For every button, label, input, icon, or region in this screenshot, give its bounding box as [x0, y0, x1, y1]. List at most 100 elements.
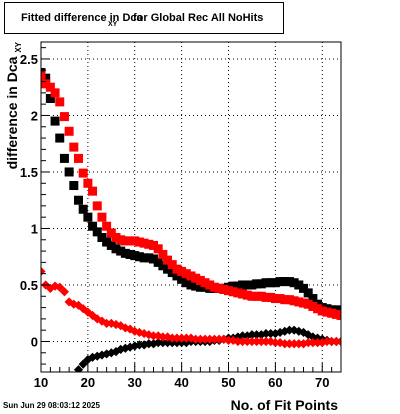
data-point: [172, 333, 182, 343]
data-point: [92, 314, 102, 324]
data-point: [336, 336, 341, 347]
data-point: [186, 271, 196, 281]
timestamp: Sun Jun 29 08:03:12 2025: [3, 401, 100, 410]
data-point: [50, 88, 60, 98]
data-point: [97, 316, 107, 326]
data-point: [280, 339, 290, 349]
y-tick-label: 1: [31, 221, 38, 236]
data-point: [106, 348, 116, 358]
data-point: [233, 336, 243, 347]
data-point: [50, 281, 60, 291]
data-point: [205, 334, 215, 344]
data-point: [237, 336, 248, 347]
title-box: Fitted difference in Dca XY for Global R…: [4, 2, 284, 34]
x-tick-label: 20: [81, 375, 95, 390]
data-point: [153, 257, 163, 267]
data-point: [102, 349, 112, 359]
data-point: [270, 294, 280, 304]
data-point: [200, 282, 210, 292]
data-point: [228, 287, 238, 297]
data-point: [327, 308, 337, 318]
data-point: [261, 278, 271, 288]
data-point: [195, 282, 205, 292]
data-point: [294, 297, 304, 307]
data-point: [209, 282, 219, 292]
data-point: [327, 336, 337, 347]
data-point: [158, 249, 168, 259]
data-point: [191, 281, 201, 291]
series-1: [41, 71, 341, 320]
data-point: [270, 338, 280, 348]
data-point: [228, 281, 238, 291]
data-point: [270, 278, 280, 288]
data-point: [247, 336, 257, 347]
x-tick-label: 30: [128, 375, 142, 390]
data-point: [167, 260, 177, 270]
x-tick-label: 70: [315, 375, 329, 390]
data-point: [73, 300, 84, 310]
data-point: [69, 142, 79, 152]
y-tick-label: 2: [31, 108, 38, 123]
data-point: [134, 327, 145, 338]
data-point: [247, 330, 257, 340]
y-axis-title-subscript: XY: [14, 41, 23, 52]
x-tick-label: 40: [174, 375, 188, 390]
data-point: [92, 351, 102, 361]
data-point: [74, 195, 83, 205]
data-point: [74, 153, 83, 163]
data-point: [181, 333, 191, 343]
data-point: [256, 279, 266, 289]
data-point: [92, 201, 102, 211]
data-point: [153, 331, 163, 341]
data-point: [275, 277, 285, 287]
data-point: [144, 239, 154, 249]
data-point: [233, 281, 243, 291]
data-point: [69, 181, 79, 191]
data-point: [256, 291, 266, 301]
data-point: [308, 301, 318, 311]
data-point: [200, 278, 210, 288]
chart-title-tail: for Global Rec All NoHits: [133, 12, 264, 24]
data-point: [120, 236, 130, 246]
y-tick-label: 2.5: [20, 52, 38, 67]
x-tick-label: 50: [221, 375, 235, 390]
data-point: [284, 339, 295, 349]
data-point: [261, 328, 271, 339]
y-tick-label: 0.5: [20, 278, 38, 293]
data-point: [88, 186, 98, 196]
data-point: [134, 237, 144, 247]
data-point: [64, 167, 74, 177]
data-point: [172, 264, 182, 274]
data-point: [209, 334, 220, 344]
data-point: [102, 318, 112, 329]
data-point: [219, 334, 229, 344]
data-point: [191, 273, 201, 283]
data-point: [238, 289, 248, 299]
data-point: [303, 338, 313, 348]
data-point: [92, 227, 102, 237]
series-3: [41, 266, 341, 349]
data-point: [45, 94, 55, 104]
data-point: [102, 221, 112, 231]
data-point: [299, 298, 308, 308]
data-point: [303, 299, 313, 309]
chart-title: Fitted difference in Dca: [21, 12, 143, 24]
data-point: [163, 264, 173, 274]
data-point: [158, 261, 168, 271]
data-point: [125, 236, 135, 246]
data-point: [120, 343, 130, 353]
axis-ticks: 10 20 30 40 50 60 70 0 0.5 1 1.5 2 2.5: [20, 47, 333, 390]
data-point: [88, 221, 98, 231]
x-tick-label: 60: [268, 375, 282, 390]
data-point: [181, 269, 191, 279]
data-point: [116, 321, 126, 331]
data-point: [214, 283, 224, 293]
data-point: [106, 240, 116, 250]
data-point: [134, 252, 144, 262]
data-point: [139, 328, 149, 339]
data-point: [111, 233, 121, 243]
data-point: [289, 278, 299, 288]
data-point: [55, 282, 65, 292]
data-point: [247, 291, 257, 301]
